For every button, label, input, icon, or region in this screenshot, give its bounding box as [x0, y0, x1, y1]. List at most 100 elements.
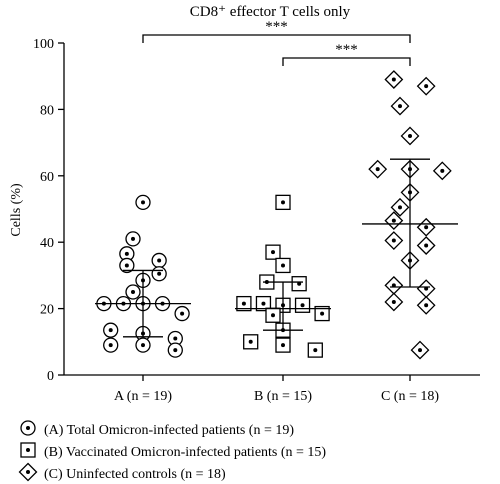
marker-dot	[391, 299, 396, 304]
legend-marker	[20, 442, 36, 458]
data-point	[384, 292, 404, 312]
marker-dot	[281, 343, 285, 348]
data-point	[119, 257, 135, 274]
marker-dot	[424, 243, 429, 248]
marker-dot	[391, 77, 396, 82]
marker-dot	[141, 200, 145, 205]
y-tick-label-40: 40	[40, 236, 54, 251]
data-point	[275, 337, 291, 353]
marker-dot	[271, 250, 275, 255]
marker-dot	[408, 133, 412, 138]
marker-dot	[108, 343, 113, 348]
group-2: C (n = 18)	[362, 70, 458, 404]
data-point	[255, 295, 272, 312]
marker-dot	[241, 301, 246, 306]
marker-dot	[261, 301, 266, 306]
marker-dot	[418, 348, 422, 353]
data-point	[416, 217, 436, 237]
marker-dot	[398, 104, 402, 109]
data-point	[103, 322, 119, 338]
y-tick-label-80: 80	[40, 103, 54, 118]
marker-dot	[271, 313, 275, 318]
data-point	[243, 334, 259, 350]
chart-title: CD8⁺ effector T cells only	[190, 4, 351, 20]
marker-dot	[157, 258, 162, 263]
bracket-line	[142, 34, 411, 43]
marker-dot	[424, 286, 429, 291]
data-point	[265, 244, 281, 260]
marker-dot	[131, 290, 135, 294]
marker-dot	[391, 238, 396, 243]
marker-dot	[391, 283, 396, 288]
data-point	[400, 126, 420, 146]
marker-dot	[375, 167, 380, 172]
marker-dot	[124, 251, 129, 256]
data-point	[275, 257, 291, 274]
y-tick-label-0: 0	[47, 369, 54, 384]
data-point	[416, 76, 436, 96]
marker-dot	[320, 311, 325, 316]
marker-dot	[108, 328, 113, 333]
data-point	[125, 231, 141, 247]
legend-label: (C) Uninfected controls (n = 18)	[44, 467, 226, 482]
data-point	[151, 266, 167, 282]
data-point	[151, 252, 167, 269]
data-point	[410, 340, 430, 360]
data-point	[125, 284, 141, 300]
marker-dot	[424, 84, 429, 89]
significance-bracket-0: ***	[142, 19, 411, 43]
marker-dot	[281, 200, 285, 205]
data-point	[167, 342, 183, 358]
marker-dot	[26, 426, 30, 430]
marker-dot	[300, 303, 305, 308]
legend-label: (A) Total Omicron-infected patients (n =…	[44, 423, 294, 438]
marker-dot	[26, 470, 30, 474]
data-point	[390, 96, 410, 116]
data-point	[384, 275, 404, 295]
data-point	[275, 194, 291, 211]
data-point	[384, 231, 404, 250]
marker-dot	[424, 303, 429, 308]
data-point	[368, 159, 388, 179]
y-tick-label-20: 20	[40, 303, 54, 318]
legend-item-1: (B) Vaccinated Omicron-infected patients…	[20, 442, 326, 460]
data-point	[390, 197, 410, 217]
y-tick-label-100: 100	[33, 37, 54, 52]
data-point	[135, 337, 151, 353]
marker-dot	[313, 348, 318, 353]
significance-label: ***	[265, 19, 288, 35]
data-point	[294, 297, 311, 313]
marker-dot	[248, 339, 253, 344]
data-point	[265, 307, 281, 323]
data-point	[416, 279, 436, 299]
marker-dot	[157, 271, 162, 276]
group-1: B (n = 15)	[235, 194, 331, 404]
marker-dot	[180, 311, 185, 316]
data-point	[174, 305, 190, 322]
legend: (A) Total Omicron-infected patients (n =…	[18, 420, 326, 482]
x-tick-label-0: A (n = 19)	[114, 389, 172, 404]
y-axis-label: Cells (%)	[9, 183, 24, 237]
data-point	[314, 305, 330, 322]
plot-area: 0 20 40 60 80 100 A (n = 19) B (n = 15) C (n = 1…	[33, 19, 480, 404]
data-point	[384, 70, 404, 89]
marker-dot	[173, 348, 178, 353]
marker-dot	[173, 336, 178, 341]
significance-bracket-1: ***	[282, 42, 411, 66]
group-0: A (n = 19)	[95, 194, 191, 404]
data-point	[291, 276, 307, 292]
marker-dot	[26, 448, 30, 452]
marker-dot	[131, 236, 135, 241]
marker-dot	[124, 263, 129, 268]
marker-dot	[391, 218, 396, 223]
marker-dot	[440, 168, 445, 173]
x-tick-label-1: B (n = 15)	[254, 389, 312, 404]
legend-item-0: (A) Total Omicron-infected patients (n =…	[20, 420, 294, 438]
data-point	[236, 295, 252, 312]
data-point	[135, 194, 151, 211]
y-tick-label-60: 60	[40, 170, 54, 185]
marker-dot	[424, 225, 429, 230]
data-point	[416, 295, 436, 315]
bracket-line	[282, 57, 411, 66]
